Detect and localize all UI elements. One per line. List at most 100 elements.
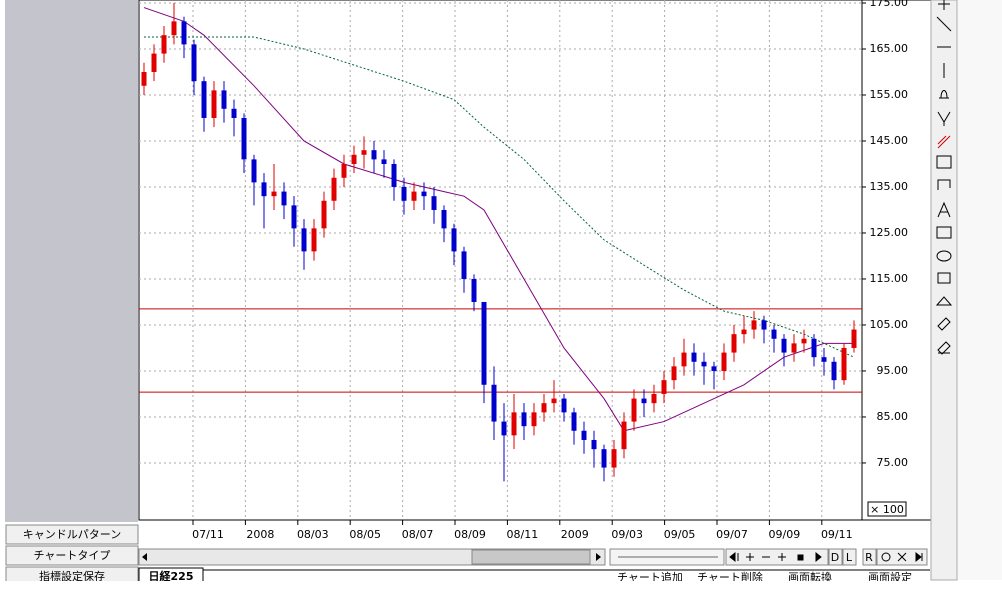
- moving-average: [143, 7, 854, 432]
- candle-body: [381, 159, 387, 164]
- nav-label[interactable]: R: [865, 551, 873, 564]
- icon-play[interactable]: [815, 551, 822, 563]
- y-tick-label: 105.00: [870, 318, 909, 331]
- candle-body: [621, 421, 627, 450]
- candle-body: [521, 412, 527, 427]
- candle-body: [191, 44, 197, 82]
- nav-button[interactable]: [828, 548, 843, 566]
- candle-body: [801, 338, 807, 344]
- x-tick-label: 09/05: [664, 528, 696, 541]
- candle-body: [831, 361, 837, 381]
- nav-button[interactable]: [842, 548, 857, 566]
- icon-plus[interactable]: [746, 553, 754, 561]
- scroll-right[interactable]: [596, 553, 601, 561]
- nav-button[interactable]: [862, 548, 877, 566]
- candle-body: [701, 361, 707, 367]
- candle-body: [751, 320, 757, 330]
- candle-body: [731, 334, 737, 353]
- candle-body: [181, 21, 187, 45]
- tool-ellipse[interactable]: [936, 250, 952, 262]
- icon-move[interactable]: [778, 553, 786, 561]
- tool-rect[interactable]: [937, 272, 951, 284]
- button-label[interactable]: 指標設定保存: [39, 569, 105, 583]
- bottom-blank: [0, 581, 1002, 607]
- scroll-thumb[interactable]: [471, 549, 591, 565]
- icon-first[interactable]: [729, 551, 739, 563]
- bottom-button[interactable]: チャート追加: [617, 570, 683, 584]
- candle-body: [591, 439, 597, 450]
- x-tick-label: 2009: [561, 528, 589, 541]
- icon-zoom[interactable]: [881, 552, 891, 562]
- candle-body: [481, 301, 487, 385]
- candle-body: [611, 449, 617, 468]
- candle-body: [311, 228, 317, 252]
- tool-triangle[interactable]: [935, 296, 953, 306]
- x-tick-label: 09/11: [821, 528, 853, 541]
- y-tick-label: 135.00: [870, 180, 909, 193]
- icon-stop[interactable]: [797, 554, 804, 561]
- toolbar: [930, 0, 958, 581]
- candle-body: [771, 329, 777, 339]
- y-tick-label: 115.00: [870, 272, 909, 285]
- candle-body: [841, 347, 847, 381]
- button-label[interactable]: キャンドルパターン: [23, 528, 121, 541]
- candle-body: [811, 338, 817, 358]
- tool-fork[interactable]: [937, 111, 951, 126]
- tool-table[interactable]: [936, 226, 952, 239]
- x-tick-label: 08/05: [349, 528, 381, 541]
- candle-body: [171, 21, 177, 36]
- candle-body: [761, 320, 767, 330]
- icon-last[interactable]: [915, 551, 923, 563]
- icon-close[interactable]: [897, 552, 907, 562]
- candle-body: [441, 209, 447, 229]
- candle-body: [501, 421, 507, 436]
- candle-body: [461, 251, 467, 279]
- y-tick-label: 165.00: [870, 42, 909, 55]
- candle-body: [661, 380, 667, 394]
- tool-cross[interactable]: [938, 0, 950, 10]
- tab-label[interactable]: 日経225: [149, 569, 194, 583]
- candle-body: [141, 71, 147, 86]
- bottom-button[interactable]: 画面設定: [868, 570, 912, 584]
- tool-alert[interactable]: [939, 90, 949, 99]
- candle-body: [391, 163, 397, 187]
- bottom-button[interactable]: 画面転換: [788, 571, 832, 584]
- y-tick-label: 175.00: [870, 0, 909, 9]
- nav-buttons[interactable]: [725, 548, 829, 566]
- y-tick-label: 155.00: [870, 88, 909, 101]
- nav-label[interactable]: L: [846, 551, 853, 564]
- tool-line[interactable]: [936, 16, 952, 32]
- button-label[interactable]: チャートタイプ: [34, 549, 111, 562]
- x-tick-label: 08/07: [402, 528, 434, 541]
- candle-body: [561, 398, 567, 413]
- candle-body: [301, 228, 307, 252]
- candle-body: [711, 366, 717, 371]
- candle-body: [331, 177, 337, 201]
- button[interactable]: [5, 545, 139, 566]
- scroll-left[interactable]: [142, 553, 147, 561]
- candle-body: [541, 403, 547, 413]
- candle-body: [491, 384, 497, 422]
- plot: 75.00 85.00 95.00 105.00 115.00 125.00 135.00 1…: [139, 0, 908, 541]
- candle-body: [681, 352, 687, 367]
- candle-body: [371, 150, 377, 160]
- tool-clear[interactable]: [937, 341, 951, 355]
- y-tick-label: 145.00: [870, 134, 909, 147]
- tool-fib[interactable]: [937, 135, 951, 149]
- nav-label[interactable]: D: [831, 551, 839, 564]
- tool-a[interactable]: [937, 201, 951, 218]
- candle-body: [431, 196, 437, 210]
- bottom-button[interactable]: チャート削除: [697, 570, 763, 584]
- y-tick-label: 75.00: [877, 456, 909, 469]
- y-tick-label: 95.00: [877, 364, 909, 377]
- candle-body: [291, 205, 297, 229]
- tool-arrow[interactable]: [937, 179, 951, 190]
- x-tick-label: 09/07: [716, 528, 748, 541]
- tool-eraser[interactable]: [937, 317, 951, 331]
- x-tick-label: 09/09: [769, 528, 801, 541]
- candle-body: [351, 154, 357, 164]
- tool-text[interactable]: [936, 155, 952, 169]
- button[interactable]: [5, 524, 139, 545]
- candle-body: [641, 398, 647, 404]
- y-tick-label: 85.00: [877, 410, 909, 423]
